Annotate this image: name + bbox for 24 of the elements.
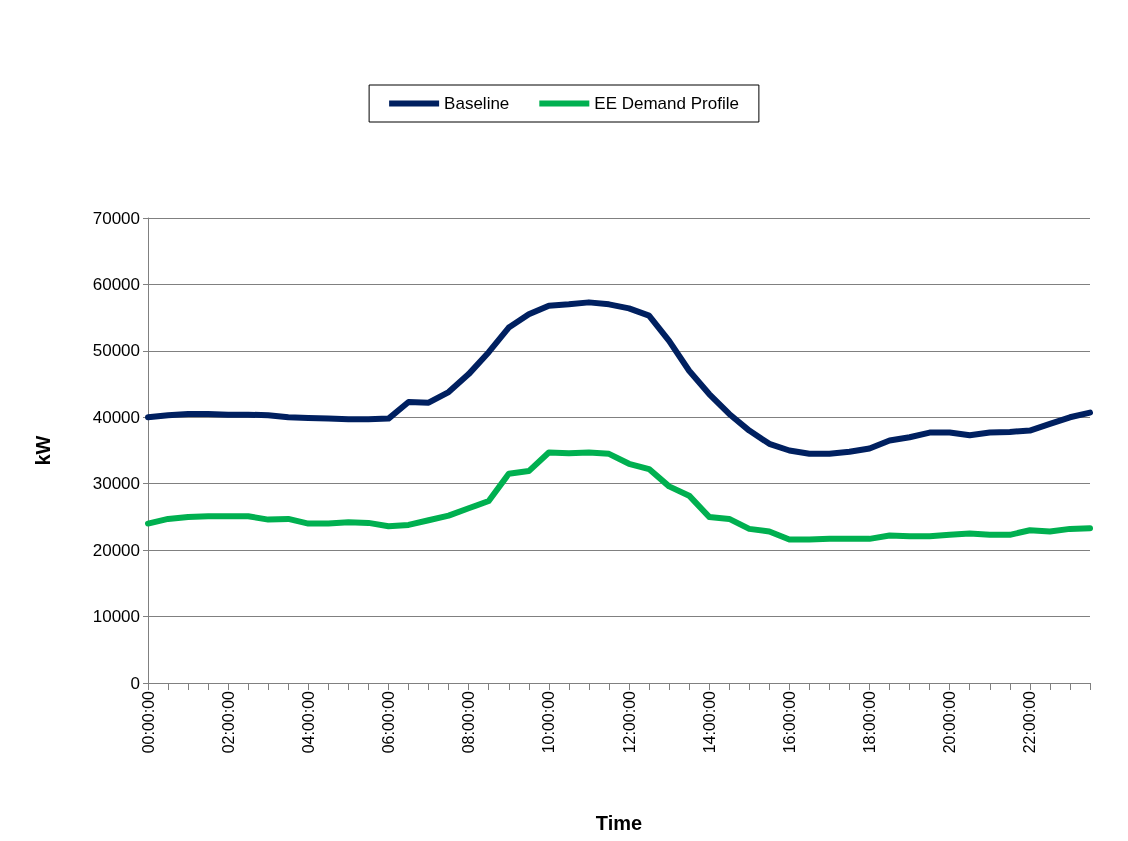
y-tick-label: 70000 (92, 208, 140, 228)
x-tick-label: 08:00:00 (460, 690, 478, 754)
x-tick-label: 22:00:00 (1021, 690, 1039, 754)
legend-label: Baseline (444, 94, 510, 113)
x-tick-label: 16:00:00 (780, 690, 798, 754)
y-axis-title: kW (32, 435, 54, 466)
y-tick-label: 20000 (92, 540, 140, 560)
x-tick-label: 14:00:00 (700, 690, 718, 754)
y-tick-label: 10000 (92, 607, 140, 627)
x-tick-label: 06:00:00 (380, 690, 398, 754)
x-tick-label: 04:00:00 (299, 690, 317, 754)
y-tick-label: 50000 (92, 341, 140, 361)
x-tick-label: 10:00:00 (540, 690, 558, 754)
x-tick-label: 00:00:00 (139, 690, 157, 754)
y-tick-label: 40000 (92, 407, 140, 427)
y-tick-label: 30000 (92, 474, 140, 494)
x-tick-label: 12:00:00 (620, 690, 638, 754)
x-tick-label: 18:00:00 (861, 690, 879, 754)
y-tick-label: 60000 (92, 274, 140, 294)
x-tick-label: 20:00:00 (941, 690, 959, 754)
legend-label: EE Demand Profile (594, 94, 739, 113)
x-tick-label: 02:00:00 (219, 690, 237, 754)
x-axis-title: Time (595, 812, 643, 834)
y-tick-label: 0 (130, 673, 140, 693)
